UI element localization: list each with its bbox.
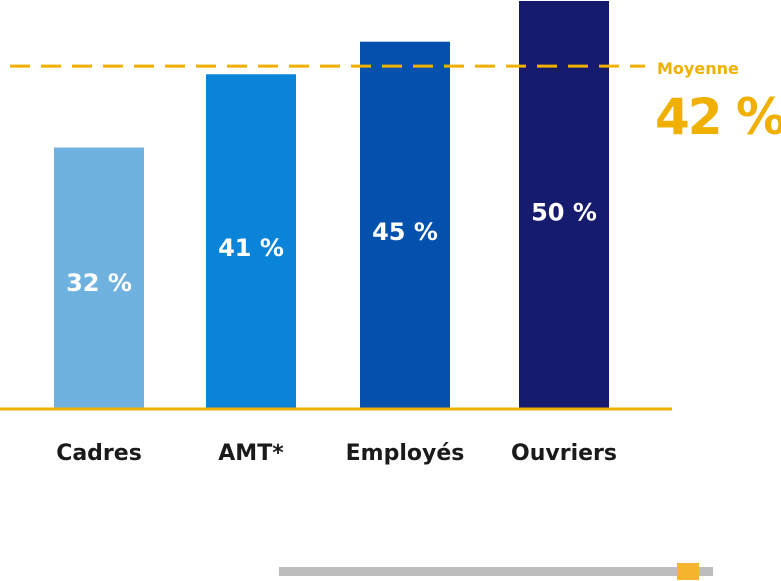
bar-2 bbox=[360, 41, 450, 408]
bar-3 bbox=[519, 1, 609, 408]
category-labels-group: Cadres AMT* Employés Ouvriers bbox=[56, 441, 617, 466]
bar-value-label: 50 % bbox=[531, 199, 597, 227]
average-label: Moyenne bbox=[657, 59, 739, 78]
scrollbar-thumb[interactable] bbox=[677, 563, 699, 580]
bar-0 bbox=[54, 147, 144, 408]
bar-value-label: 45 % bbox=[372, 218, 438, 246]
horizontal-scrollbar[interactable] bbox=[279, 563, 713, 580]
average-value: 42 % bbox=[655, 88, 781, 146]
bar-1 bbox=[206, 74, 296, 408]
category-label: Employés bbox=[346, 441, 465, 466]
category-label: Cadres bbox=[56, 441, 142, 466]
category-label: Ouvriers bbox=[511, 441, 617, 466]
bar-value-label: 41 % bbox=[218, 234, 284, 262]
bar-value-label: 32 % bbox=[66, 269, 132, 297]
bars-group: 32 % 41 % 45 % 50 % bbox=[54, 1, 609, 408]
category-label: AMT* bbox=[218, 441, 284, 466]
